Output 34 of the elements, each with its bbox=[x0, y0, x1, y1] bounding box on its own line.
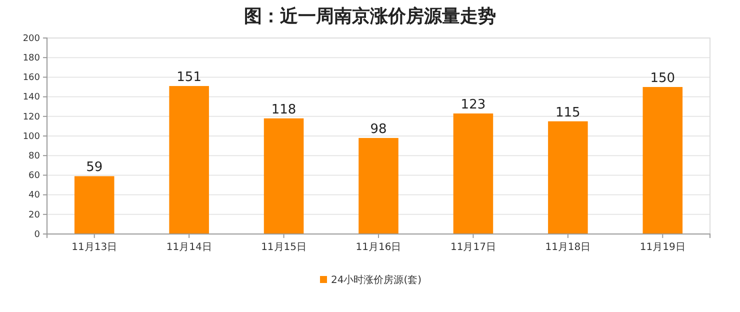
data-label: 98 bbox=[370, 122, 387, 137]
legend-label: 24小时涨价房源(套) bbox=[331, 274, 422, 286]
y-tick-label: 80 bbox=[28, 151, 40, 162]
data-label: 118 bbox=[271, 102, 296, 118]
bar bbox=[548, 121, 588, 234]
y-tick-label: 180 bbox=[22, 53, 40, 64]
bar bbox=[74, 176, 114, 234]
data-label: 115 bbox=[556, 105, 580, 120]
bar bbox=[264, 118, 304, 234]
y-tick-label: 120 bbox=[22, 112, 40, 122]
bar bbox=[453, 113, 494, 234]
data-label: 59 bbox=[86, 160, 103, 176]
y-tick-label: 60 bbox=[28, 171, 40, 182]
y-tick-label: 160 bbox=[22, 73, 40, 84]
y-tick-label: 140 bbox=[22, 92, 40, 103]
x-tick-label: 11月13日 bbox=[72, 242, 118, 253]
x-tick-label: 11月15日 bbox=[261, 242, 307, 253]
y-tick-label: 40 bbox=[28, 190, 40, 201]
bar bbox=[358, 138, 398, 234]
bar bbox=[642, 87, 683, 234]
x-tick-label: 11月18日 bbox=[545, 242, 591, 253]
x-tick-label: 11月14日 bbox=[166, 242, 212, 253]
x-tick-label: 11月17日 bbox=[450, 242, 496, 253]
y-tick-label: 0 bbox=[34, 230, 40, 240]
y-tick-label: 100 bbox=[22, 132, 40, 142]
data-label: 151 bbox=[176, 70, 202, 86]
y-tick-label: 200 bbox=[22, 34, 40, 44]
y-tick-label: 20 bbox=[28, 210, 40, 220]
data-label: 123 bbox=[460, 97, 486, 112]
data-label: 150 bbox=[650, 71, 676, 86]
x-tick-label: 11月16日 bbox=[356, 242, 402, 253]
bar bbox=[169, 86, 209, 234]
chart-title: 图：近一周南京涨价房源量走势 bbox=[244, 6, 496, 27]
x-tick-label: 11月19日 bbox=[640, 242, 686, 253]
